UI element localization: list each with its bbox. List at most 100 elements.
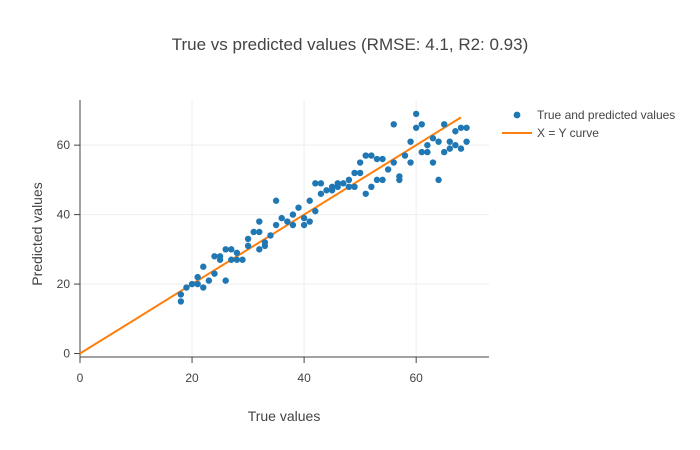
scatter-point-88 — [457, 145, 465, 152]
scatter-point-54 — [356, 169, 364, 177]
scatter-point-42 — [317, 190, 325, 197]
scatter-point-41 — [312, 180, 319, 187]
scatter-point-1 — [177, 291, 185, 298]
scatter-point-72 — [412, 124, 420, 131]
y-tick-label-3: 60 — [57, 138, 71, 152]
x-tick-label-0: 0 — [77, 371, 84, 385]
scatter-point-66 — [390, 121, 397, 128]
scatter-point-64 — [384, 166, 392, 173]
x-axis-label: True values — [248, 408, 321, 424]
scatter-point-87 — [452, 128, 459, 135]
scatter-point-39 — [306, 197, 313, 204]
scatter-point-5 — [194, 280, 201, 288]
scatter-point-31 — [278, 214, 285, 222]
y-tick-label-0: 0 — [63, 347, 70, 361]
scatter-point-84 — [446, 145, 453, 152]
scatter-point-32 — [284, 218, 291, 225]
scatter-point-73 — [412, 110, 420, 118]
scatter-point-0 — [177, 298, 185, 305]
scatter-point-34 — [289, 211, 297, 218]
scatter-point-23 — [256, 218, 263, 225]
scatter-point-76 — [424, 148, 431, 156]
scatter-point-56 — [362, 190, 369, 197]
scatter-point-19 — [239, 256, 246, 263]
scatter-point-28 — [267, 232, 274, 239]
scatter-point-51 — [345, 176, 353, 184]
grid-layer — [80, 100, 489, 357]
chart-title: True vs predicted values (RMSE: 4.1, R2:… — [172, 35, 529, 54]
scatter-point-49 — [340, 180, 347, 187]
scatter-point-43 — [317, 180, 325, 187]
x-tick-label-3: 60 — [409, 371, 423, 385]
scatter-point-25 — [256, 228, 263, 236]
scatter-point-37 — [300, 214, 308, 222]
scatter-point-62 — [379, 176, 386, 184]
scatter-point-81 — [435, 176, 442, 184]
legend-label-scatter: True and predicted values — [537, 108, 675, 122]
scatter-point-61 — [373, 155, 381, 163]
legend-label-line: X = Y curve — [537, 126, 599, 140]
ticks-layer: 0 20 40 60 0 20 40 60 — [57, 138, 424, 385]
scatter-point-68 — [396, 173, 403, 180]
x-tick-label-2: 40 — [297, 371, 311, 385]
scatter-point-83 — [440, 121, 448, 128]
scatter-point-52 — [351, 183, 358, 191]
scatter-point-9 — [211, 270, 218, 277]
scatter-point-90 — [463, 124, 470, 131]
scatter-point-24 — [256, 246, 263, 253]
scatter-point-17 — [233, 256, 241, 263]
scatter-point-82 — [440, 148, 448, 156]
axes-layer — [79, 100, 489, 358]
series-layer — [79, 110, 470, 355]
scatter-point-18 — [233, 249, 241, 257]
scatter-point-53 — [351, 169, 358, 177]
scatter-point-6 — [200, 263, 207, 270]
scatter-point-30 — [272, 197, 280, 204]
legend-marker-scatter — [513, 111, 521, 119]
scatter-point-55 — [356, 159, 364, 166]
scatter-point-48 — [334, 180, 341, 187]
scatter-point-77 — [424, 141, 431, 149]
scatter-point-16 — [228, 256, 235, 263]
scatter-point-7 — [200, 284, 207, 291]
scatter-point-40 — [312, 207, 319, 215]
scatter-point-65 — [390, 159, 397, 166]
scatter-point-75 — [418, 121, 425, 128]
scatter-point-12 — [216, 256, 224, 263]
scatter-point-63 — [379, 155, 386, 163]
y-tick-label-2: 40 — [57, 208, 71, 222]
scatter-point-50 — [345, 183, 353, 191]
scatter-point-36 — [300, 221, 308, 229]
scatter-point-38 — [306, 218, 313, 225]
scatter-point-2 — [183, 284, 190, 291]
scatter-point-80 — [435, 138, 442, 145]
scatter-point-70 — [407, 159, 414, 166]
scatter-point-86 — [452, 141, 459, 149]
x-tick-label-1: 20 — [185, 371, 199, 385]
scatter-point-46 — [328, 183, 336, 191]
scatter-point-58 — [368, 183, 375, 191]
scatter-point-74 — [418, 148, 425, 156]
scatter-point-22 — [250, 228, 257, 236]
scatter-point-35 — [295, 204, 302, 211]
y-tick-label-1: 20 — [57, 277, 71, 291]
legend-layer: True and predicted values X = Y curve — [502, 108, 675, 140]
scatter-point-78 — [429, 135, 437, 142]
scatter-point-10 — [211, 253, 218, 260]
scatter-point-27 — [261, 239, 269, 246]
scatter-point-69 — [401, 152, 409, 159]
scatter-point-57 — [362, 152, 369, 159]
scatter-point-71 — [407, 138, 414, 145]
scatter-point-29 — [272, 221, 280, 229]
scatter-point-59 — [368, 152, 375, 159]
scatter-point-4 — [194, 273, 201, 281]
scatter-point-14 — [222, 246, 229, 253]
scatter-point-21 — [244, 235, 252, 243]
scatter-point-20 — [244, 242, 252, 250]
scatter-point-79 — [429, 159, 437, 166]
scatter-point-3 — [188, 280, 196, 288]
scatter-point-85 — [446, 138, 453, 145]
scatter-point-8 — [205, 277, 213, 284]
